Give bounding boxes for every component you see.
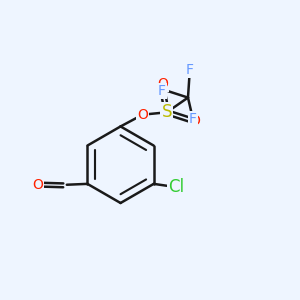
Text: S: S: [161, 103, 172, 121]
Text: O: O: [137, 108, 148, 122]
Text: O: O: [190, 114, 200, 128]
Text: Cl: Cl: [169, 178, 185, 196]
Text: F: F: [189, 112, 197, 126]
Text: F: F: [158, 84, 166, 98]
Text: F: F: [185, 63, 194, 77]
Text: O: O: [157, 77, 168, 91]
Text: O: O: [32, 178, 43, 192]
